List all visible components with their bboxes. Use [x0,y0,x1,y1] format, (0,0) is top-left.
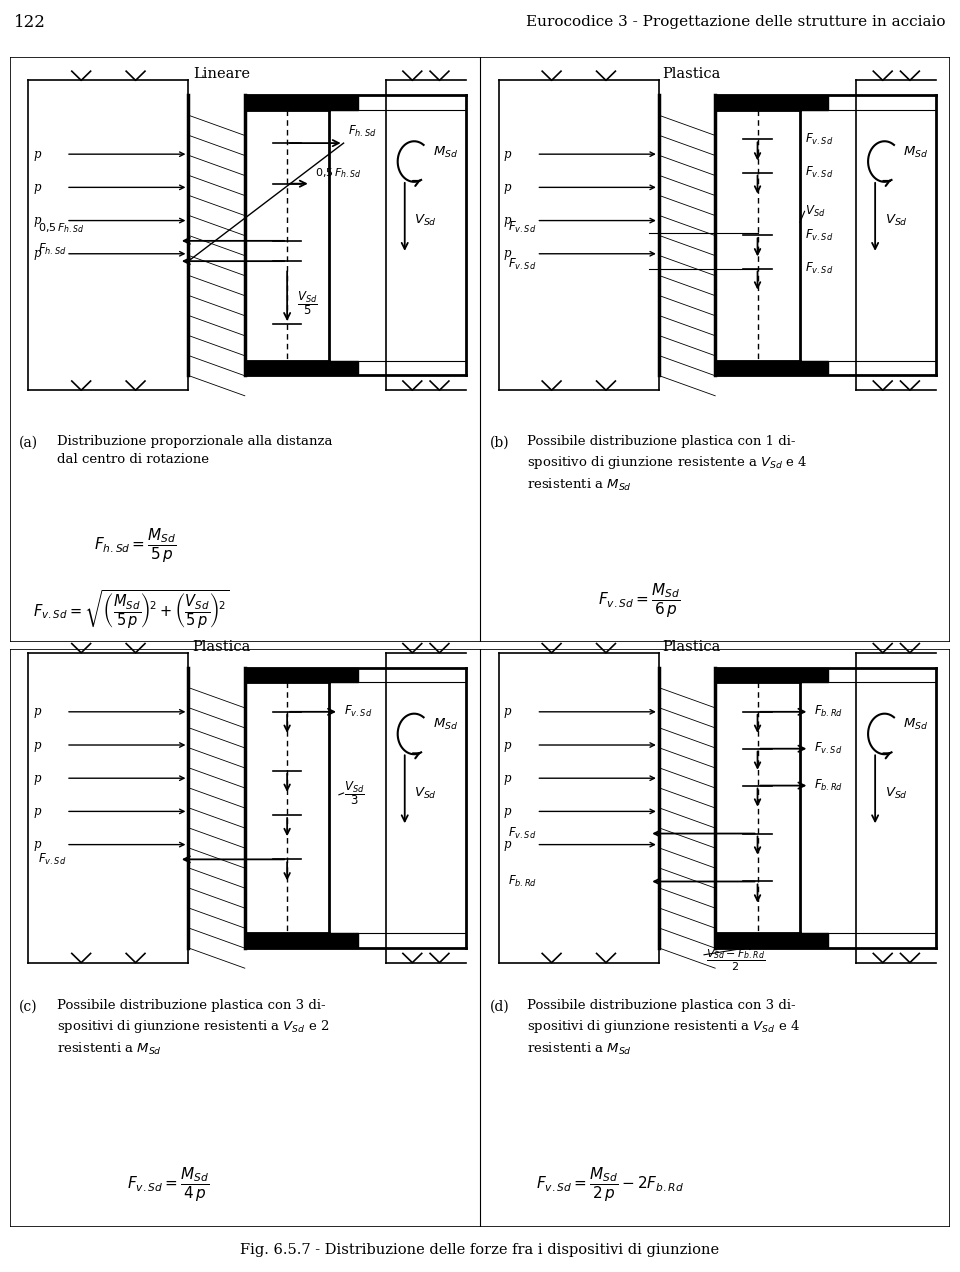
Text: p: p [33,739,40,752]
Text: p: p [33,148,40,160]
Text: $F_{v.Sd} = \dfrac{M_{Sd}}{2\,p} - 2F_{b.Rd}$: $F_{v.Sd} = \dfrac{M_{Sd}}{2\,p} - 2F_{b… [537,1165,684,1203]
Text: $F_{v.Sd} = \dfrac{M_{Sd}}{4\,p}$: $F_{v.Sd} = \dfrac{M_{Sd}}{4\,p}$ [127,1165,209,1203]
Text: p: p [503,805,511,818]
Text: $F_{v.Sd}$: $F_{v.Sd}$ [508,257,537,272]
Text: (b): (b) [490,435,509,449]
Text: $F_{v.Sd}$: $F_{v.Sd}$ [814,742,842,757]
Text: (a): (a) [19,435,38,449]
Text: p: p [33,805,40,818]
Text: $\dfrac{V_{Sd}-F_{b.Rd}}{2}$: $\dfrac{V_{Sd}-F_{b.Rd}}{2}$ [706,948,765,973]
Text: Lineare: Lineare [193,67,250,81]
Text: $M_{Sd}$: $M_{Sd}$ [433,145,458,160]
Text: Possibile distribuzione plastica con 3 di-
spositivi di giunzione resistenti a $: Possibile distribuzione plastica con 3 d… [527,1000,800,1057]
Text: p: p [33,705,40,719]
Text: $F_{v.Sd}$: $F_{v.Sd}$ [804,165,833,181]
Text: Plastica: Plastica [662,67,721,81]
Text: $F_{v.Sd}$: $F_{v.Sd}$ [804,261,833,276]
Text: p: p [33,838,40,851]
Text: $0{,}5\,F_{h.Sd}$: $0{,}5\,F_{h.Sd}$ [315,167,362,179]
Text: $F_{v.Sd}$: $F_{v.Sd}$ [344,705,372,720]
Text: $F_{h.Sd}$: $F_{h.Sd}$ [348,125,377,140]
Text: $V_{Sd}$: $V_{Sd}$ [414,212,437,228]
Text: $V_{Sd}$: $V_{Sd}$ [804,204,825,219]
Text: (d): (d) [490,1000,509,1014]
Text: (c): (c) [19,1000,37,1014]
Text: $\dfrac{V_{Sd}}{3}$: $\dfrac{V_{Sd}}{3}$ [344,778,365,806]
Text: $F_{b.Rd}$: $F_{b.Rd}$ [814,778,843,794]
Text: p: p [33,247,40,261]
Text: Possibile distribuzione plastica con 1 di-
spositivo di giunzione resistente a $: Possibile distribuzione plastica con 1 d… [527,435,807,494]
Text: $M_{Sd}$: $M_{Sd}$ [433,717,458,733]
Text: $F_{v.Sd}$: $F_{v.Sd}$ [804,228,833,243]
Text: p: p [503,838,511,851]
Text: p: p [33,214,40,228]
Text: $F_{v.Sd} = \dfrac{M_{Sd}}{6\,p}$: $F_{v.Sd} = \dfrac{M_{Sd}}{6\,p}$ [597,581,680,621]
Text: Possibile distribuzione plastica con 3 di-
spositivi di giunzione resistenti a $: Possibile distribuzione plastica con 3 d… [57,1000,329,1057]
Text: $F_{b.Rd}$: $F_{b.Rd}$ [814,705,843,720]
Text: $V_{Sd}$: $V_{Sd}$ [884,212,907,228]
Text: p: p [503,247,511,261]
Text: p: p [503,148,511,160]
Text: $0{,}5\,F_{h.Sd}$: $0{,}5\,F_{h.Sd}$ [37,221,84,235]
Text: p: p [503,214,511,228]
Text: $F_{b.Rd}$: $F_{b.Rd}$ [508,874,538,889]
Text: $F_{v.Sd} = \sqrt{\left(\dfrac{M_{Sd}}{5\,p}\right)^{\!2} + \left(\dfrac{V_{Sd}}: $F_{v.Sd} = \sqrt{\left(\dfrac{M_{Sd}}{5… [33,588,229,631]
Text: p: p [33,772,40,785]
Text: $V_{Sd}$: $V_{Sd}$ [884,785,907,800]
Text: $F_{v.Sd}$: $F_{v.Sd}$ [37,852,66,868]
Text: Distribuzione proporzionale alla distanza
dal centro di rotazione: Distribuzione proporzionale alla distanz… [57,435,332,467]
Text: p: p [503,181,511,193]
Text: $M_{Sd}$: $M_{Sd}$ [903,145,928,160]
Text: $M_{Sd}$: $M_{Sd}$ [903,717,928,733]
Text: $F_{v.Sd}$: $F_{v.Sd}$ [508,826,537,841]
Text: $F_{v.Sd}$: $F_{v.Sd}$ [508,220,537,235]
Text: Plastica: Plastica [192,640,251,654]
Text: $F_{h.Sd} = \dfrac{M_{Sd}}{5\,p}$: $F_{h.Sd} = \dfrac{M_{Sd}}{5\,p}$ [94,527,178,565]
Text: Plastica: Plastica [662,640,721,654]
Text: $\dfrac{V_{Sd}}{5}$: $\dfrac{V_{Sd}}{5}$ [297,290,318,318]
Text: $V_{Sd}$: $V_{Sd}$ [414,785,437,800]
Text: p: p [33,181,40,193]
Text: p: p [503,705,511,719]
Text: 122: 122 [14,14,46,31]
Text: p: p [503,772,511,785]
Text: $F_{v.Sd}$: $F_{v.Sd}$ [804,132,833,148]
Text: $F_{h.Sd}$: $F_{h.Sd}$ [37,243,66,257]
Text: Eurocodice 3 - Progettazione delle strutture in acciaio: Eurocodice 3 - Progettazione delle strut… [526,15,946,29]
Text: p: p [503,739,511,752]
Text: Fig. 6.5.7 - Distribuzione delle forze fra i dispositivi di giunzione: Fig. 6.5.7 - Distribuzione delle forze f… [240,1243,720,1257]
